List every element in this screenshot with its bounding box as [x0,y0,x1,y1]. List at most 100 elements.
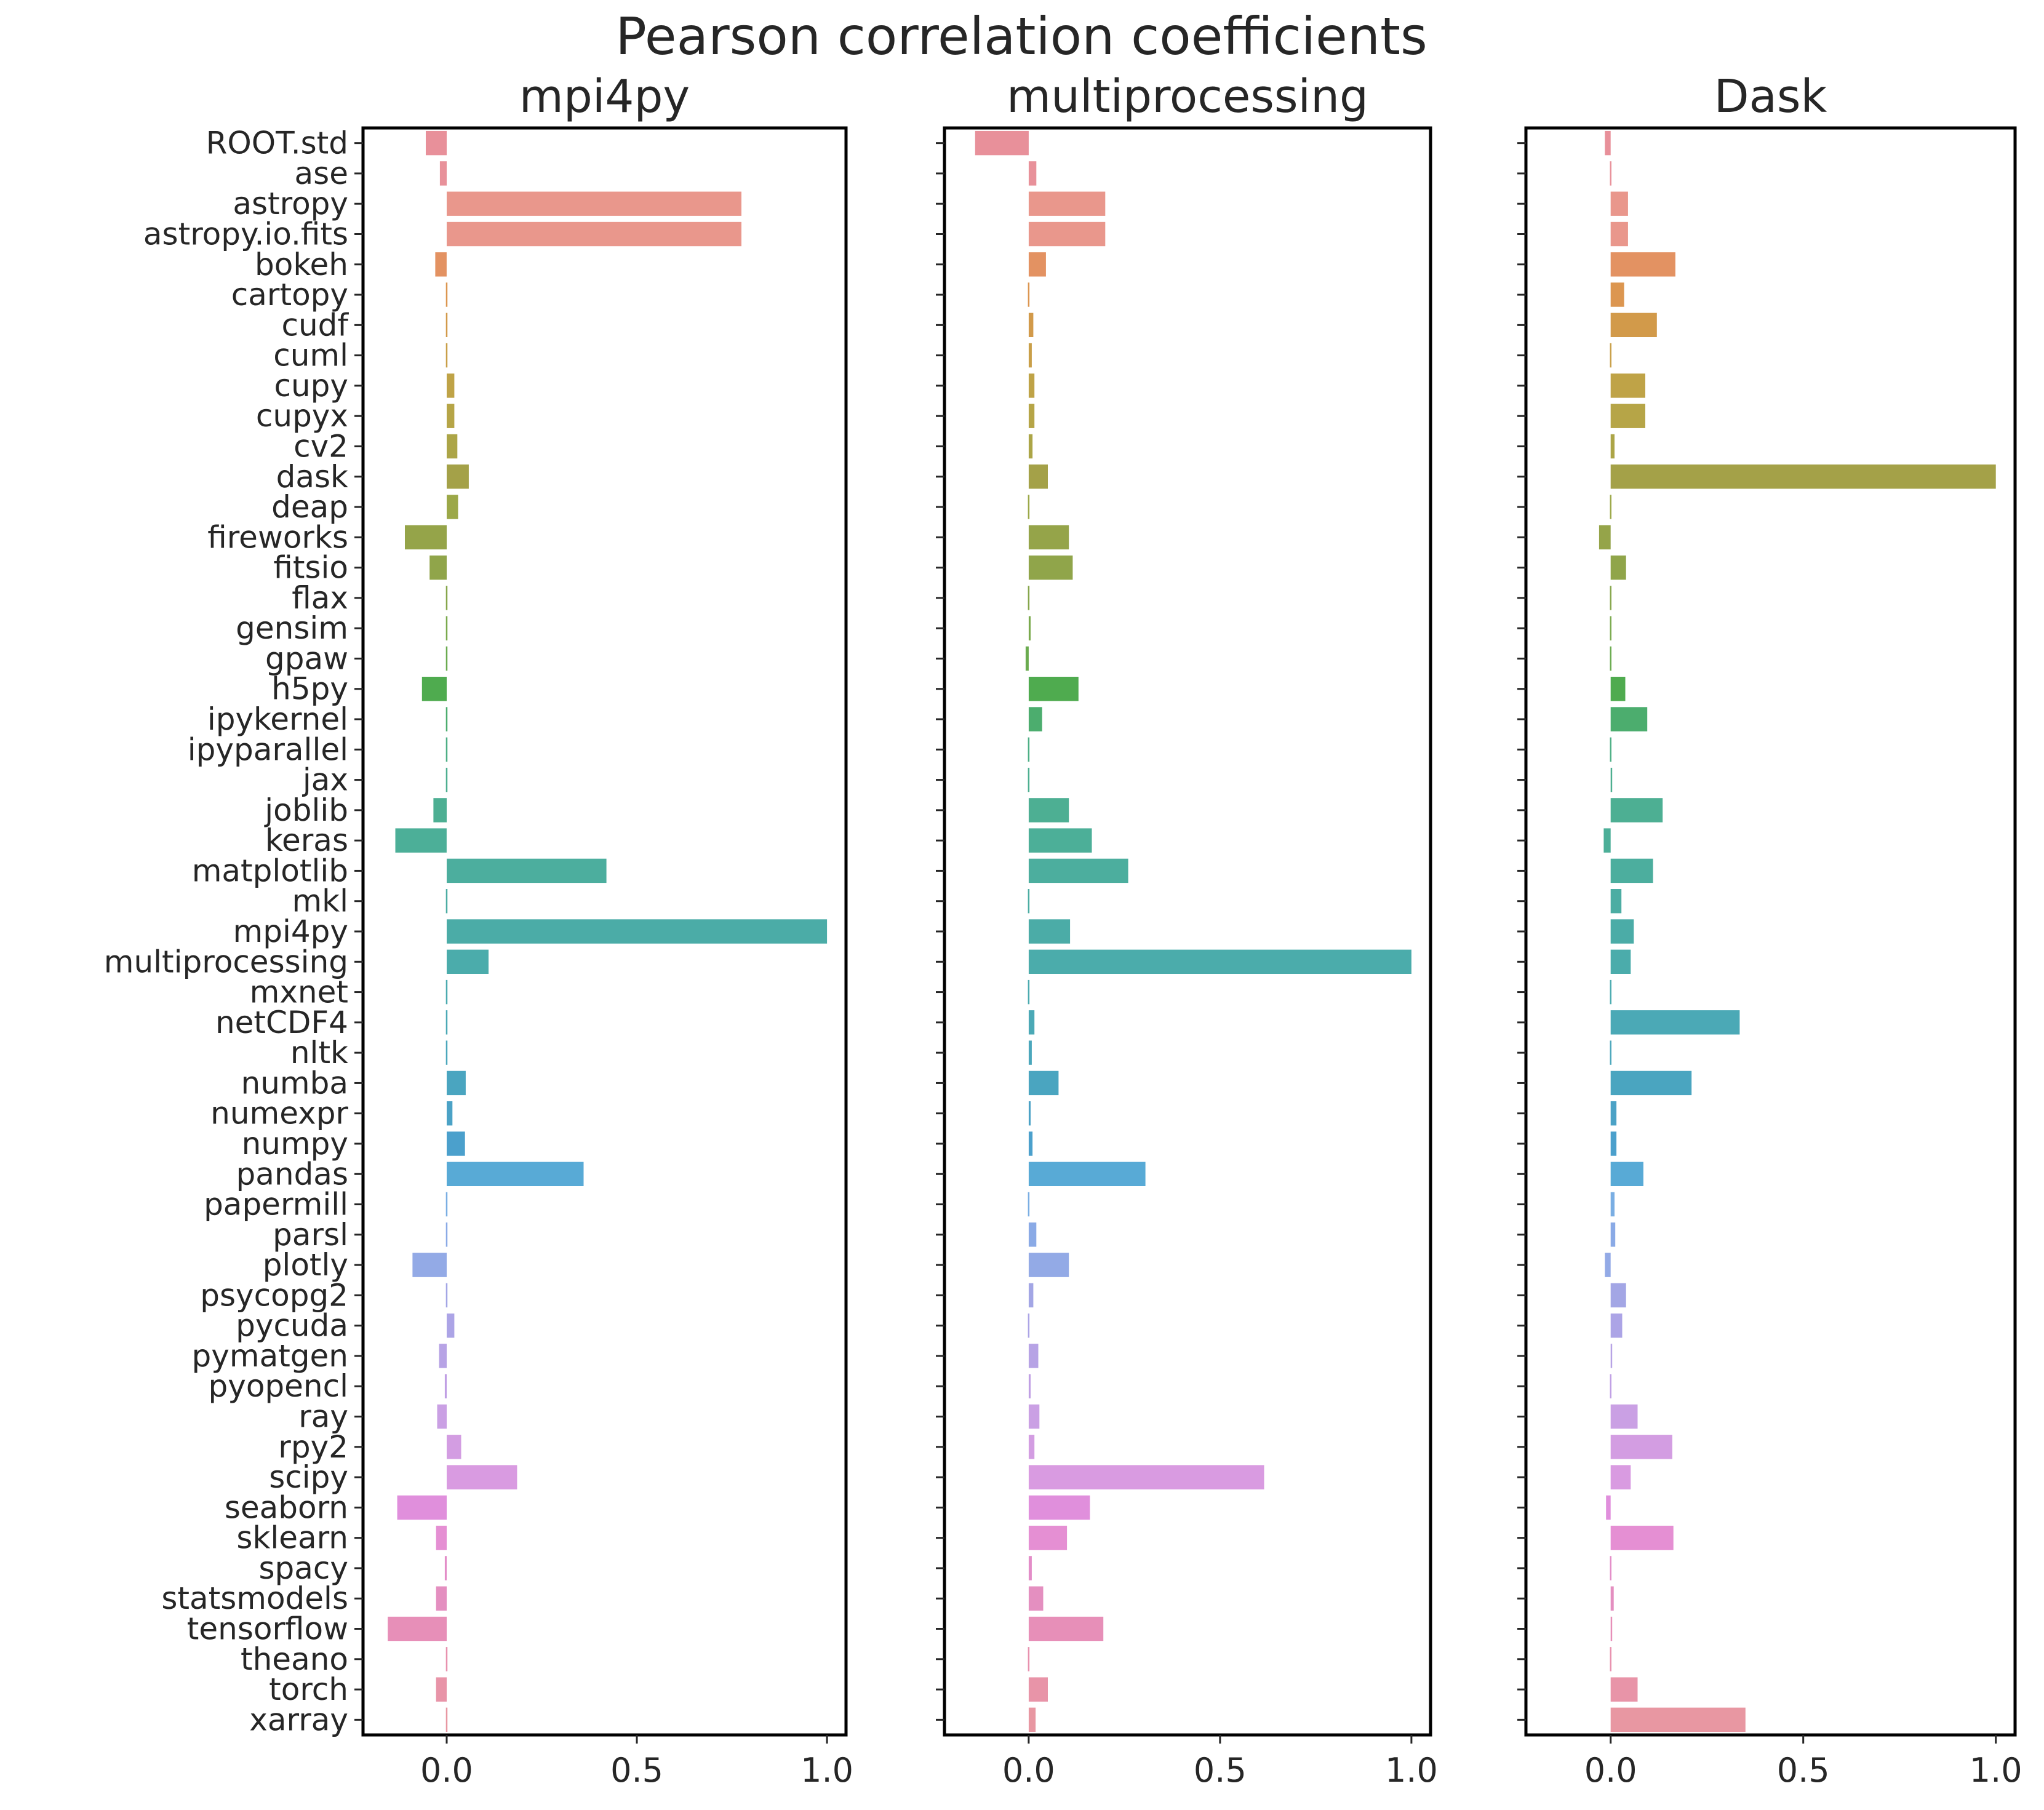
bar-h5py [421,677,447,701]
y-tick-label: cupy [274,368,348,404]
y-tick-label: ray [298,1399,348,1435]
y-tick-label: keras [265,823,348,858]
y-tick-label: h5py [271,671,348,707]
bar-mkl [1610,889,1622,914]
y-tick-label: cupyx [256,398,348,434]
bar-fireworks [1599,525,1611,549]
y-tick-label: ROOT.std [206,126,348,161]
bar-ipykernel [1028,707,1042,732]
bar-sklearn [436,1525,447,1550]
y-tick-label: numpy [242,1126,348,1162]
y-tick-label: numba [241,1065,348,1101]
bar-netCDF4 [1610,1010,1740,1035]
bar-pyopencl [444,1374,447,1398]
bar-numpy [1610,1131,1617,1156]
bar-rpy2 [1610,1435,1672,1459]
bar-h5py [1028,677,1079,701]
y-tick-label: netCDF4 [215,1005,348,1040]
bar-numba [447,1070,466,1096]
bar-multiprocessing [447,949,489,974]
bar-pandas [1028,1162,1146,1186]
y-tick-label: rpy2 [278,1429,348,1465]
bar-ase [439,161,447,186]
bar-flax [445,586,448,610]
bar-cupyx [1610,404,1645,428]
bar-mkl [1028,889,1030,914]
bar-ipykernel [1610,707,1648,732]
bar-numpy [1028,1131,1033,1156]
chart-title: Pearson correlation coefficients [615,6,1427,66]
bar-cv2 [1610,434,1615,459]
bar-flax [1028,586,1030,610]
x-tick-label: 0.5 [1194,1751,1247,1790]
y-tick-label: ase [295,156,348,191]
bar-tensorflow [1610,1616,1613,1641]
bar-xarray [1028,1707,1036,1732]
bar-papermill [445,1192,448,1217]
bar-theano [1610,1647,1611,1672]
y-tick-label: fireworks [207,519,348,555]
bar-fitsio [429,555,447,580]
bar-pyopencl [1610,1374,1611,1398]
bar-seaborn [1028,1495,1090,1520]
panel-title: mpi4py [519,70,690,123]
bar-cuml [1028,343,1032,368]
y-tick-label: gensim [236,610,348,646]
bar-seaborn [1606,1495,1611,1520]
bar-ray [437,1404,447,1429]
bar-ray [1028,1404,1040,1429]
y-tick-label: cartopy [231,277,348,313]
y-tick-label: dask [276,459,348,495]
bar-papermill [1610,1192,1615,1217]
y-tick-label: theano [241,1641,348,1677]
bar-statsmodels [1028,1586,1044,1611]
y-tick-label: mxnet [250,975,348,1010]
y-tick-label: mpi4py [233,914,348,949]
bar-astropy [1610,191,1628,216]
bar-pyopencl [1028,1374,1031,1398]
bar-numexpr [1028,1101,1031,1126]
bar-theano [1028,1647,1030,1672]
panel-title: multiprocessing [1007,70,1368,123]
y-tick-label: deap [271,489,348,525]
bar-joblib [433,798,447,823]
bar-psycopg2 [1610,1283,1626,1308]
bar-netCDF4 [445,1010,448,1035]
bar-cupyx [1028,404,1035,428]
y-tick-label: pymatgen [192,1338,348,1374]
bar-theano [445,1647,448,1672]
bar-cartopy [1028,282,1030,307]
bar-pycuda [1610,1314,1623,1338]
bar-mpi4py [1028,919,1071,944]
y-tick-label: multiprocessing [104,944,348,979]
bar-ipykernel [445,707,448,732]
x-tick-label: 0.0 [1584,1751,1637,1790]
y-tick-label: joblib [264,792,348,828]
bar-gpaw [445,646,448,671]
bar-mxnet [1610,979,1611,1005]
bar-spacy [1610,1556,1611,1581]
bar-parsl [445,1222,448,1247]
bar-numexpr [447,1101,453,1126]
bar-bokeh [1028,252,1046,277]
bar-pycuda [1028,1314,1030,1338]
bar-mxnet [445,979,448,1005]
y-tick-label: papermill [204,1187,348,1222]
y-tick-label: gpaw [265,640,348,676]
bar-xarray [1610,1707,1746,1732]
bar-fitsio [1610,555,1626,580]
bar-gpaw [1610,646,1611,671]
y-tick-label: seaborn [225,1489,348,1525]
bar-astropy [447,191,741,216]
bar-numba [1028,1070,1059,1096]
bar-scipy [447,1465,517,1489]
bar-scipy [1610,1465,1631,1489]
y-tick-label: pyopencl [209,1368,349,1404]
bar-torch [436,1677,447,1702]
bar-psycopg2 [1028,1283,1034,1308]
bar-deap [447,495,458,519]
y-tick-label: pandas [236,1156,349,1192]
bar-gpaw [1025,646,1029,671]
bar-mxnet [1028,979,1030,1005]
y-tick-label: plotly [263,1247,348,1283]
